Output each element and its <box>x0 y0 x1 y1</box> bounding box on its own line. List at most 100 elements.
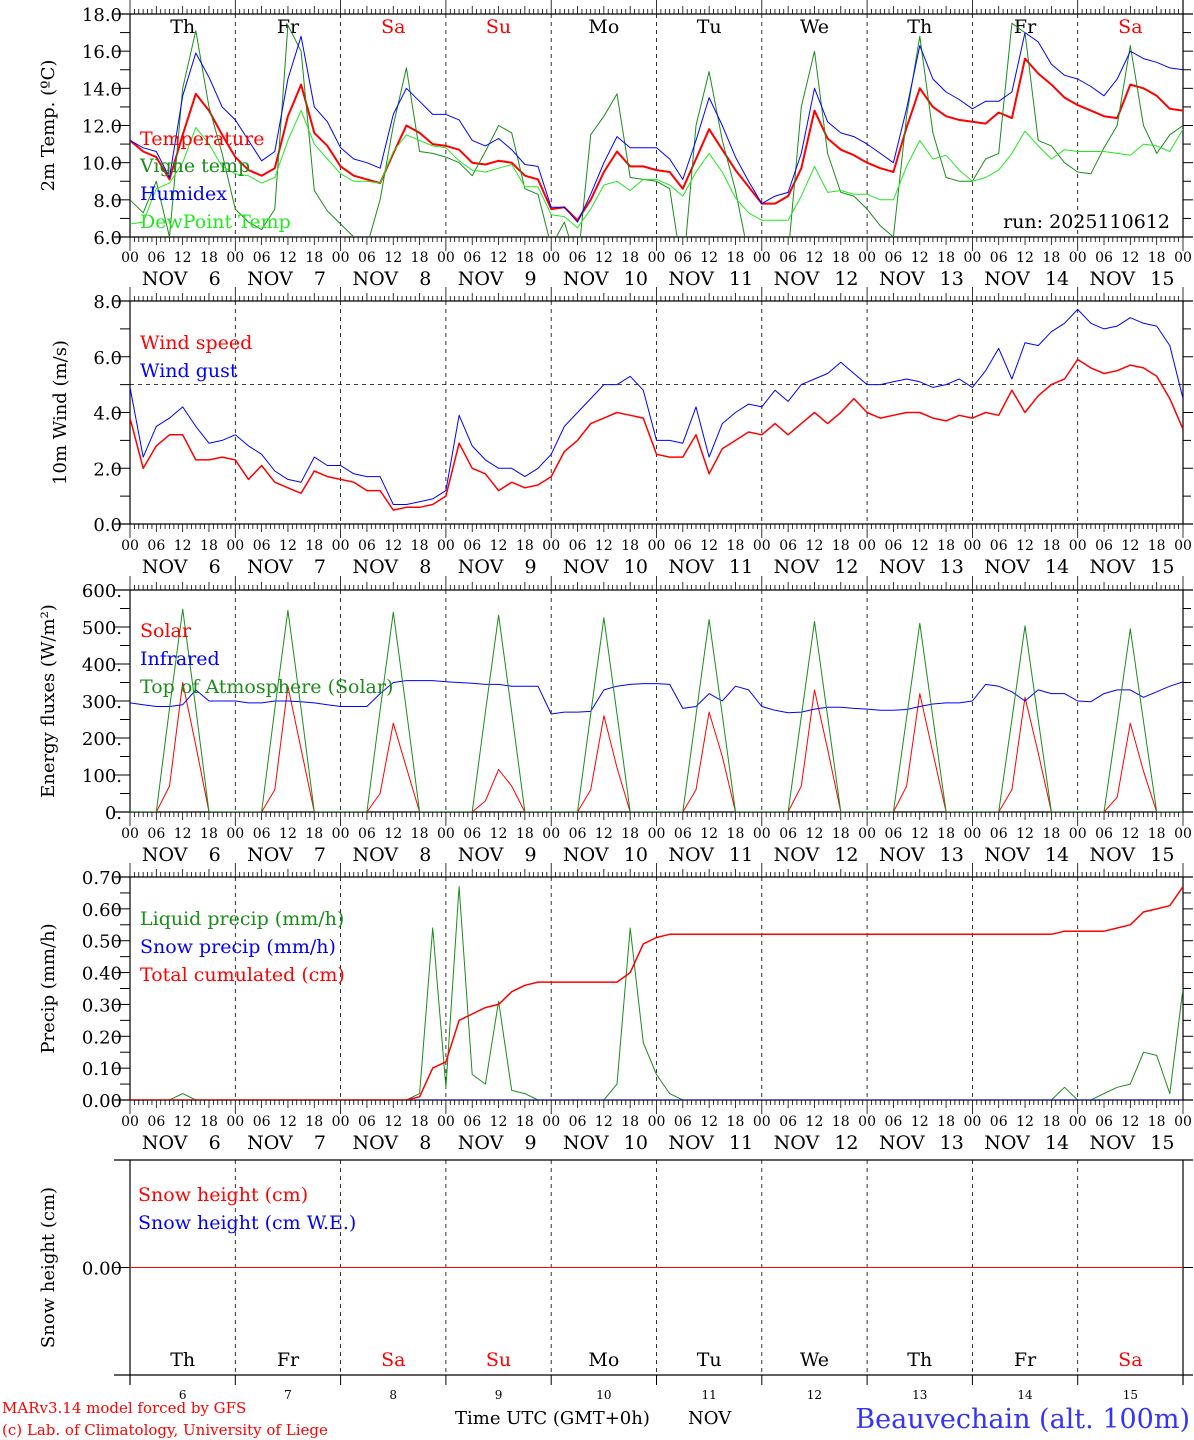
hour-label: 06 <box>253 250 271 266</box>
hour-label: 12 <box>279 1114 297 1130</box>
footer-copyright: (c) Lab. of Climatology, University of L… <box>2 1421 328 1439</box>
y-tick-label: 0.40 <box>82 964 122 985</box>
date-label: 9 <box>525 844 537 866</box>
month-label: NOV <box>352 268 398 290</box>
hour-label: 06 <box>674 1114 692 1130</box>
month-label: NOV <box>142 268 188 290</box>
hour-label: 00 <box>1174 538 1192 554</box>
hour-label: 00 <box>121 538 139 554</box>
hour-label: 12 <box>174 250 192 266</box>
month-label: NOV <box>879 268 925 290</box>
hour-label: 18 <box>832 250 850 266</box>
date-label: 12 <box>834 844 858 866</box>
date-label: 11 <box>729 268 753 290</box>
weekday-label: Fr <box>277 1349 300 1371</box>
hour-label: 18 <box>516 826 534 842</box>
hour-label: 06 <box>463 1114 481 1130</box>
date-label: 7 <box>314 268 326 290</box>
hour-label: 06 <box>253 1114 271 1130</box>
hour-label: 18 <box>832 538 850 554</box>
month-label: NOV <box>563 1132 609 1154</box>
hour-label: 00 <box>753 826 771 842</box>
hour-label: 00 <box>648 538 666 554</box>
hour-label: 18 <box>305 250 323 266</box>
month-label: NOV <box>247 844 293 866</box>
hour-label: 18 <box>727 538 745 554</box>
hour-label: 00 <box>858 826 876 842</box>
hour-label: 18 <box>1042 826 1060 842</box>
hour-label: 18 <box>1148 250 1166 266</box>
weekday-label: Fr <box>1014 1349 1037 1371</box>
date-label: 6 <box>209 844 221 866</box>
month-label: NOV <box>142 556 188 578</box>
y-tick-label: 0.50 <box>82 932 122 953</box>
date-label: 10 <box>624 1132 648 1154</box>
weekday-label: Tu <box>697 16 722 38</box>
month-label: NOV <box>247 556 293 578</box>
hour-label: 00 <box>1069 826 1087 842</box>
y-tick-label: 6.0 <box>93 348 122 369</box>
hour-label: 12 <box>595 538 613 554</box>
date-label: 7 <box>314 556 326 578</box>
panel-10m-wind: 0.0 2.0 4.0 6.0 8.0 10m Wind (m/s) 00 06 12 18 NOV… <box>50 287 1193 578</box>
legend-entry: Infrared <box>140 648 220 670</box>
hour-label: 12 <box>595 1114 613 1130</box>
hour-label: 12 <box>1121 250 1139 266</box>
series-line-liquid-precip-mm-h- <box>130 886 1183 1100</box>
hour-label: 00 <box>963 1114 981 1130</box>
hour-label: 18 <box>621 538 639 554</box>
hour-label: 12 <box>384 1114 402 1130</box>
y-axis-label: Snow height (cm) <box>38 1187 59 1348</box>
hour-label: 00 <box>1174 1114 1192 1130</box>
hour-label: 12 <box>490 250 508 266</box>
panel-snow-height: 0.00 Snow height (cm) Th 6 Fr 7 Sa 8 Su 9 Mo 10 Tu 11… <box>38 1159 1193 1402</box>
hour-label: 00 <box>753 538 771 554</box>
hour-label: 00 <box>963 250 981 266</box>
x-axis-title: Time UTC (GMT+0h) <box>455 1408 650 1429</box>
weekday-label: Th <box>907 1349 932 1371</box>
hour-label: 12 <box>806 538 824 554</box>
hour-label: 06 <box>463 250 481 266</box>
hour-label: 06 <box>569 250 587 266</box>
hour-label: 12 <box>384 826 402 842</box>
station-name: Beauvechain (alt. 100m) <box>855 1404 1190 1435</box>
y-tick-label: 0.30 <box>82 995 122 1016</box>
hour-label: 18 <box>832 826 850 842</box>
month-label: NOV <box>563 556 609 578</box>
hour-label: 18 <box>305 1114 323 1130</box>
month-label: NOV <box>247 268 293 290</box>
month-label: NOV <box>563 268 609 290</box>
weekday-label: Mo <box>588 1349 619 1371</box>
weekday-label: Su <box>486 1349 511 1371</box>
hour-label: 12 <box>174 1114 192 1130</box>
hour-label: 06 <box>463 826 481 842</box>
hour-label: 12 <box>1121 1114 1139 1130</box>
hour-label: 12 <box>911 826 929 842</box>
hour-label: 06 <box>885 538 903 554</box>
hour-label: 00 <box>753 1114 771 1130</box>
date-label: 15 <box>1123 1388 1138 1402</box>
hour-label: 00 <box>437 1114 455 1130</box>
hour-label: 00 <box>332 1114 350 1130</box>
month-label: NOV <box>668 268 714 290</box>
date-label: 11 <box>729 844 753 866</box>
series-line-wind-gust <box>130 308 1183 505</box>
y-tick-label: 0.60 <box>82 900 122 921</box>
date-label: 14 <box>1045 268 1069 290</box>
date-label: 13 <box>940 268 964 290</box>
hour-label: 18 <box>1042 1114 1060 1130</box>
hour-label: 06 <box>779 538 797 554</box>
hour-label: 12 <box>911 538 929 554</box>
month-label: NOV <box>1090 844 1136 866</box>
hour-label: 18 <box>621 826 639 842</box>
hour-label: 12 <box>490 1114 508 1130</box>
hour-label: 12 <box>1016 1114 1034 1130</box>
month-label: NOV <box>458 1132 504 1154</box>
y-axis-label: Energy fluxes (W/m²) <box>38 604 59 798</box>
hour-label: 18 <box>937 250 955 266</box>
hour-label: 18 <box>621 250 639 266</box>
legend-entry: Top of Atmosphere (Solar) <box>140 676 393 698</box>
hour-label: 06 <box>147 826 165 842</box>
hour-label: 18 <box>411 250 429 266</box>
y-tick-label: 6.0 <box>93 228 122 249</box>
